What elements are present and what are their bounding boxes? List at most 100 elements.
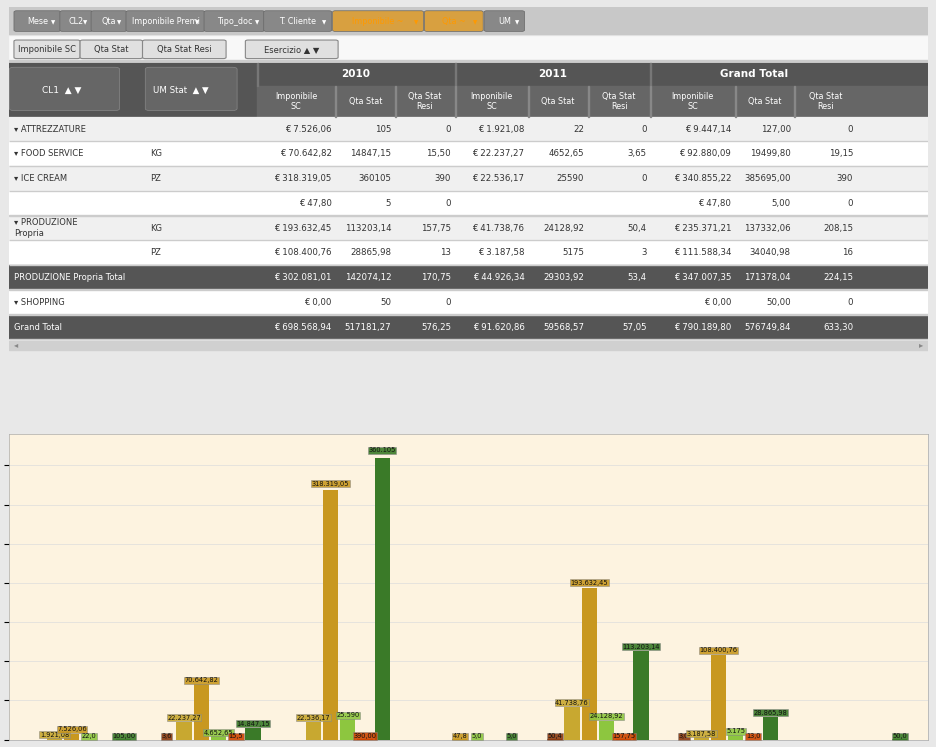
FancyBboxPatch shape bbox=[484, 10, 524, 31]
Text: 360105: 360105 bbox=[358, 174, 391, 183]
Text: € 9.447,14: € 9.447,14 bbox=[684, 125, 730, 134]
Text: 28.865,98: 28.865,98 bbox=[753, 710, 786, 716]
Text: CL2: CL2 bbox=[68, 17, 84, 26]
Text: 113.203,14: 113.203,14 bbox=[622, 644, 659, 650]
Text: 14847,15: 14847,15 bbox=[350, 149, 391, 158]
Text: 390: 390 bbox=[836, 174, 853, 183]
Text: € 318.319,05: € 318.319,05 bbox=[274, 174, 331, 183]
FancyBboxPatch shape bbox=[332, 10, 423, 31]
Bar bbox=[563, 707, 579, 740]
Bar bbox=[305, 722, 320, 740]
Text: 24128,92: 24128,92 bbox=[543, 223, 583, 232]
Text: 5,0: 5,0 bbox=[472, 734, 482, 740]
Text: 5: 5 bbox=[386, 199, 391, 208]
FancyBboxPatch shape bbox=[14, 10, 61, 31]
Text: 16: 16 bbox=[841, 248, 853, 257]
Text: 4.652,65: 4.652,65 bbox=[203, 730, 233, 736]
Text: 25.590: 25.590 bbox=[336, 713, 359, 719]
Bar bbox=[710, 654, 725, 740]
Text: Tipo_doc: Tipo_doc bbox=[216, 17, 252, 26]
Text: 360.105: 360.105 bbox=[368, 447, 396, 453]
Text: 34040,98: 34040,98 bbox=[749, 248, 790, 257]
Text: 576,25: 576,25 bbox=[420, 323, 450, 332]
Text: ▾ PRODUZIONE
Propria: ▾ PRODUZIONE Propria bbox=[14, 218, 78, 238]
Text: 41.738,76: 41.738,76 bbox=[554, 700, 588, 706]
FancyBboxPatch shape bbox=[60, 10, 93, 31]
Text: 1.921,08: 1.921,08 bbox=[40, 732, 69, 738]
Text: 385695,00: 385695,00 bbox=[743, 174, 790, 183]
Text: Qta Stat
Resi: Qta Stat Resi bbox=[408, 92, 441, 111]
Text: Grand Total: Grand Total bbox=[719, 69, 787, 79]
Text: 50,4: 50,4 bbox=[627, 223, 646, 232]
FancyBboxPatch shape bbox=[204, 10, 264, 31]
Text: 22: 22 bbox=[573, 125, 583, 134]
Text: Qta: Qta bbox=[102, 17, 116, 26]
Text: 2010: 2010 bbox=[341, 69, 370, 79]
Text: ▼: ▼ bbox=[322, 20, 326, 25]
Text: 318.319,05: 318.319,05 bbox=[312, 480, 349, 486]
Text: 0: 0 bbox=[847, 125, 853, 134]
Text: Mese: Mese bbox=[27, 17, 48, 26]
Bar bbox=[374, 457, 389, 740]
Text: 3,65: 3,65 bbox=[627, 149, 646, 158]
Text: 170,75: 170,75 bbox=[420, 273, 450, 282]
FancyBboxPatch shape bbox=[9, 67, 120, 111]
Text: 15,5: 15,5 bbox=[228, 734, 242, 740]
Bar bbox=[598, 721, 613, 740]
Text: Qta Stat: Qta Stat bbox=[541, 97, 574, 106]
Text: 47,8: 47,8 bbox=[452, 734, 467, 740]
Text: ▼: ▼ bbox=[414, 20, 417, 25]
Text: Qta Stat: Qta Stat bbox=[747, 97, 781, 106]
Text: 390,00: 390,00 bbox=[353, 733, 376, 739]
Text: € 3.187,58: € 3.187,58 bbox=[477, 248, 524, 257]
Bar bbox=[9, 7, 927, 34]
Text: 5175: 5175 bbox=[562, 248, 583, 257]
Text: 4652,65: 4652,65 bbox=[548, 149, 583, 158]
Text: € 108.400,76: € 108.400,76 bbox=[274, 248, 331, 257]
Text: Qta Stat
Resi: Qta Stat Resi bbox=[602, 92, 636, 111]
FancyBboxPatch shape bbox=[91, 10, 126, 31]
Text: 105,00: 105,00 bbox=[112, 734, 135, 740]
Bar bbox=[9, 166, 927, 191]
Text: 105: 105 bbox=[374, 125, 391, 134]
Text: KG: KG bbox=[150, 223, 162, 232]
Text: 15,50: 15,50 bbox=[426, 149, 450, 158]
Text: € 1.921,08: € 1.921,08 bbox=[477, 125, 524, 134]
Bar bbox=[257, 86, 927, 117]
Bar bbox=[727, 736, 742, 740]
Text: € 193.632,45: € 193.632,45 bbox=[274, 223, 331, 232]
Text: 0: 0 bbox=[640, 125, 646, 134]
Text: 50,4: 50,4 bbox=[547, 734, 562, 740]
Text: 50: 50 bbox=[380, 298, 391, 307]
Text: € 22.237,27: € 22.237,27 bbox=[472, 149, 524, 158]
Text: 0: 0 bbox=[847, 199, 853, 208]
Bar bbox=[9, 290, 927, 314]
Bar bbox=[9, 141, 927, 166]
Text: 22.237,27: 22.237,27 bbox=[167, 715, 200, 721]
FancyBboxPatch shape bbox=[263, 10, 331, 31]
FancyBboxPatch shape bbox=[142, 40, 226, 58]
Text: CL1  ▲ ▼: CL1 ▲ ▼ bbox=[41, 85, 80, 94]
Text: € 0,00: € 0,00 bbox=[703, 298, 730, 307]
Text: Imponibile
SC: Imponibile SC bbox=[275, 92, 317, 111]
Bar bbox=[762, 717, 777, 740]
Text: € 92.880,09: € 92.880,09 bbox=[679, 149, 730, 158]
Text: € 111.588,34: € 111.588,34 bbox=[673, 248, 730, 257]
Text: 22,0: 22,0 bbox=[81, 734, 96, 740]
Text: 19499,80: 19499,80 bbox=[749, 149, 790, 158]
Bar bbox=[47, 738, 62, 740]
Text: 29303,92: 29303,92 bbox=[543, 273, 583, 282]
Text: PZ: PZ bbox=[150, 248, 161, 257]
Text: Qta Stat: Qta Stat bbox=[94, 46, 128, 55]
Text: Imponibile Premi: Imponibile Premi bbox=[131, 17, 199, 26]
Text: ▾ ATTREZZATURE: ▾ ATTREZZATURE bbox=[14, 125, 86, 134]
Text: 157,75: 157,75 bbox=[420, 223, 450, 232]
Text: 25590: 25590 bbox=[556, 174, 583, 183]
Text: 50,0: 50,0 bbox=[891, 734, 906, 740]
Text: 3: 3 bbox=[640, 248, 646, 257]
Text: € 0,00: € 0,00 bbox=[304, 298, 331, 307]
Text: 13,0: 13,0 bbox=[745, 734, 759, 740]
Text: Qta Stat: Qta Stat bbox=[348, 97, 382, 106]
Text: ▼: ▼ bbox=[117, 20, 122, 25]
Text: € 91.620,86: € 91.620,86 bbox=[472, 323, 524, 332]
